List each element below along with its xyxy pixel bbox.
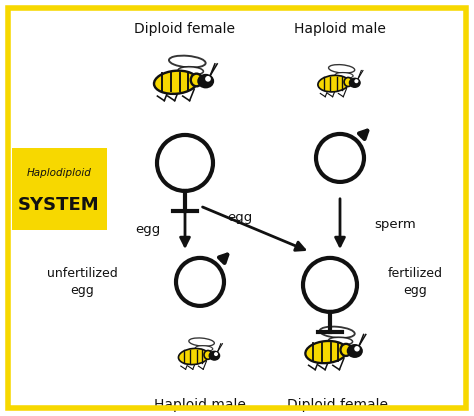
Text: egg: egg [136, 223, 161, 236]
Ellipse shape [154, 71, 198, 94]
Ellipse shape [340, 344, 352, 356]
Circle shape [354, 346, 360, 352]
Ellipse shape [178, 349, 209, 364]
Ellipse shape [305, 341, 347, 363]
Circle shape [205, 76, 211, 82]
Text: unfertilized
egg: unfertilized egg [46, 267, 118, 297]
Ellipse shape [349, 78, 360, 87]
Ellipse shape [198, 75, 213, 87]
Text: Haploid male: Haploid male [294, 22, 386, 36]
Ellipse shape [328, 64, 355, 73]
Text: sperm: sperm [374, 218, 416, 231]
Ellipse shape [319, 327, 355, 338]
Ellipse shape [318, 75, 349, 92]
Text: Diploid female: Diploid female [135, 22, 236, 36]
Circle shape [214, 352, 218, 356]
Ellipse shape [189, 338, 214, 346]
Ellipse shape [335, 72, 353, 78]
Ellipse shape [328, 337, 353, 345]
Ellipse shape [195, 346, 213, 352]
Text: egg: egg [228, 211, 253, 224]
Ellipse shape [209, 351, 219, 360]
Ellipse shape [169, 56, 206, 67]
Text: SYSTEM: SYSTEM [18, 196, 100, 214]
Text: Diploid female: Diploid female [288, 398, 389, 412]
Circle shape [355, 79, 358, 83]
Text: Haplodiploid: Haplodiploid [27, 168, 91, 178]
Ellipse shape [344, 77, 352, 87]
Text: Haploid male: Haploid male [154, 398, 246, 412]
Text: fertilized
egg: fertilized egg [388, 267, 443, 297]
Ellipse shape [347, 345, 362, 357]
Ellipse shape [191, 74, 202, 86]
Ellipse shape [204, 351, 212, 359]
Bar [12, 148, 107, 230]
Ellipse shape [178, 67, 203, 75]
